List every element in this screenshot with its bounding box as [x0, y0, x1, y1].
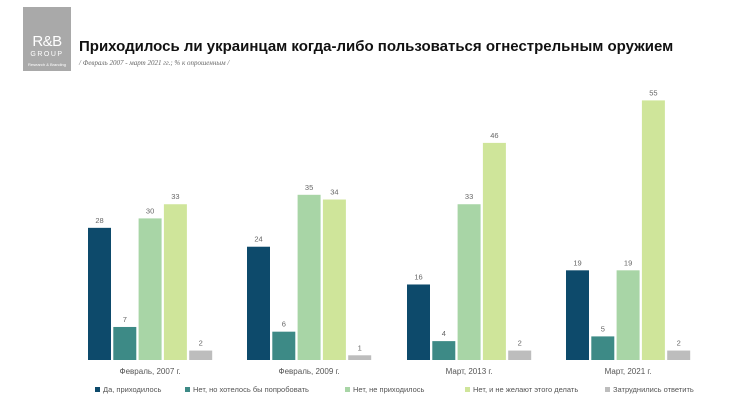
- bar: [591, 336, 615, 360]
- data-label: 33: [465, 192, 473, 201]
- bar: [508, 350, 532, 360]
- legend-swatch: [605, 387, 610, 392]
- logo-tagline: Research & Branding: [27, 62, 67, 67]
- bar: [566, 270, 589, 360]
- category-label: Февраль, 2007 г.: [120, 367, 181, 376]
- bar: [138, 218, 162, 360]
- bar: [163, 204, 187, 360]
- legend-swatch: [185, 387, 190, 392]
- legend-swatch: [95, 387, 100, 392]
- data-label: 4: [442, 329, 446, 338]
- bar: [322, 199, 346, 360]
- bar: [667, 350, 691, 360]
- data-label: 19: [624, 258, 632, 267]
- data-label: 46: [490, 131, 498, 140]
- page-title: Приходилось ли украинцам когда-либо поль…: [79, 38, 674, 55]
- data-label: 2: [518, 339, 522, 348]
- logo-subtext: GROUP: [30, 51, 64, 58]
- legend-item: Нет, не приходилось: [345, 385, 465, 394]
- bar: [247, 246, 270, 360]
- legend-item: Нет, и не желают этого делать: [465, 385, 605, 394]
- bar: [407, 284, 430, 360]
- bar: [482, 142, 506, 360]
- bar: [641, 100, 665, 361]
- legend-label: Нет, и не желают этого делать: [473, 385, 579, 394]
- data-label: 35: [305, 183, 313, 192]
- data-label: 16: [414, 272, 422, 281]
- logo-text: R&B: [32, 33, 62, 50]
- category-label: Март, 2021 г.: [605, 367, 652, 376]
- data-label: 1: [358, 343, 362, 352]
- bar: [272, 331, 296, 360]
- bar: [348, 355, 372, 360]
- data-label: 24: [254, 235, 262, 244]
- legend-label: Да, приходилось: [103, 385, 162, 394]
- data-label: 30: [146, 206, 154, 215]
- data-label: 2: [199, 339, 203, 348]
- bar: [297, 194, 321, 360]
- page-subtitle: / Февраль 2007 - март 2021 гг.; % к опро…: [79, 59, 230, 67]
- legend-swatch: [345, 387, 350, 392]
- legend-label: Нет, но хотелось бы попробовать: [193, 385, 309, 394]
- data-label: 34: [330, 188, 338, 197]
- legend-label: Затруднились ответить: [613, 385, 694, 394]
- bar: [616, 270, 640, 360]
- bar: [88, 227, 111, 360]
- legend-label: Нет, не приходилось: [353, 385, 425, 394]
- data-label: 55: [649, 88, 657, 97]
- bar: [432, 341, 456, 360]
- legend-item: Затруднились ответить: [605, 385, 725, 394]
- data-label: 28: [95, 216, 103, 225]
- bar: [113, 326, 137, 360]
- legend-swatch: [465, 387, 470, 392]
- data-label: 7: [123, 315, 127, 324]
- data-label: 33: [171, 192, 179, 201]
- legend: Да, приходилось Нет, но хотелось бы попро…: [95, 385, 725, 394]
- category-label: Февраль, 2009 г.: [279, 367, 340, 376]
- bar: [189, 350, 213, 360]
- data-label: 5: [601, 324, 605, 333]
- category-label: Март, 2013 г.: [446, 367, 493, 376]
- legend-item: Нет, но хотелось бы попробовать: [185, 385, 345, 394]
- data-label: 19: [573, 258, 581, 267]
- logo: R&B GROUP Research & Branding: [23, 7, 71, 71]
- bar: [457, 204, 481, 360]
- legend-item: Да, приходилось: [95, 385, 185, 394]
- data-label: 6: [282, 320, 286, 329]
- data-label: 2: [677, 339, 681, 348]
